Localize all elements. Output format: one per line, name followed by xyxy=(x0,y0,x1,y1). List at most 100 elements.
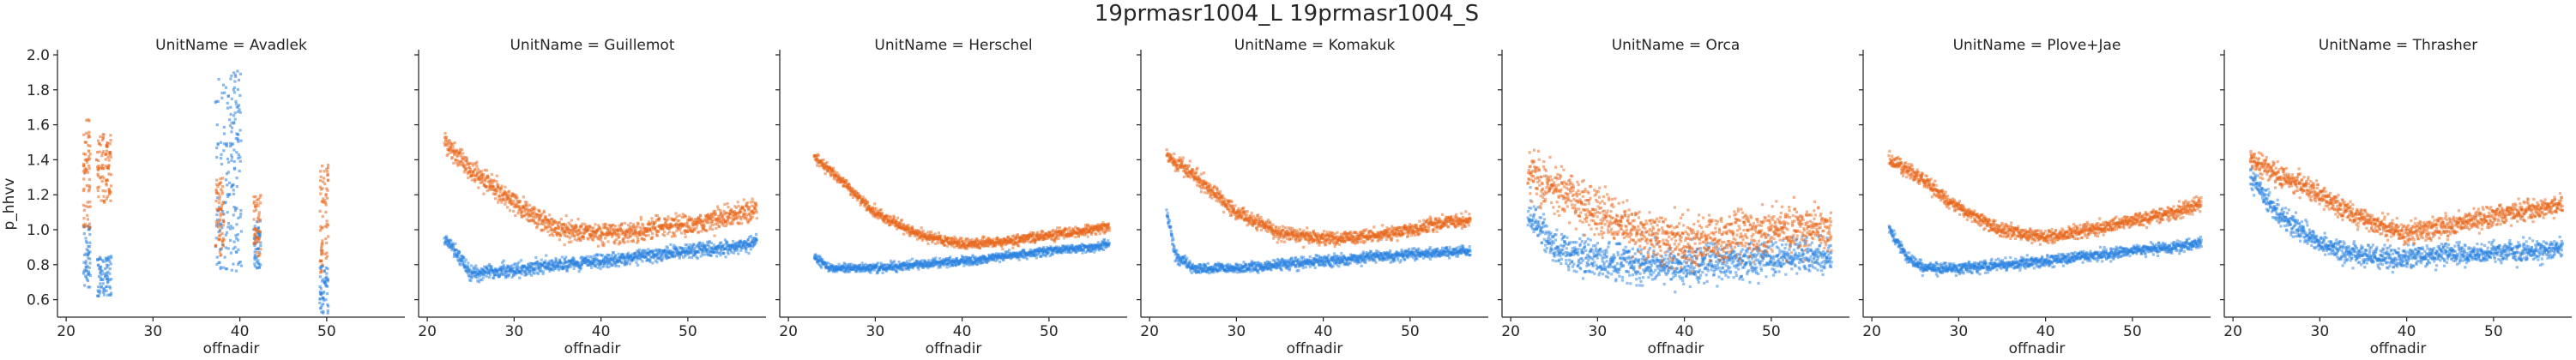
blue-series-point xyxy=(848,270,852,273)
orange-series-point xyxy=(601,223,605,226)
blue-series-point xyxy=(682,247,685,250)
blue-series-point xyxy=(551,261,554,264)
blue-series-point xyxy=(536,260,540,263)
blue-series-point xyxy=(226,231,229,234)
blue-series-point xyxy=(614,264,618,268)
blue-series-point xyxy=(973,261,976,266)
blue-series-point xyxy=(848,262,852,266)
orange-series-point xyxy=(705,230,709,233)
blue-series-point xyxy=(84,265,87,268)
orange-series-point xyxy=(109,153,112,156)
blue-series-point xyxy=(1024,255,1028,259)
orange-series-point xyxy=(533,211,536,214)
blue-series-point xyxy=(227,160,231,164)
orange-series-point xyxy=(515,194,518,197)
orange-series-point xyxy=(490,172,493,177)
orange-series-point xyxy=(325,187,329,190)
orange-series-point xyxy=(101,133,105,136)
orange-series-point xyxy=(468,170,472,173)
orange-series-point xyxy=(256,237,259,241)
orange-series-point xyxy=(602,233,606,237)
blue-series-point xyxy=(514,262,517,266)
blue-series-point xyxy=(625,261,629,265)
blue-series-point xyxy=(454,242,457,245)
blue-series-point xyxy=(87,245,91,249)
orange-series-point xyxy=(97,185,100,189)
x-tick-label: 40 xyxy=(231,323,250,340)
orange-series-point xyxy=(474,167,477,171)
orange-series-point xyxy=(477,186,480,189)
blue-series-point xyxy=(232,71,236,75)
orange-series-point xyxy=(87,155,91,159)
blue-series-point xyxy=(222,142,226,146)
orange-series-point xyxy=(106,149,109,153)
blue-series-point xyxy=(108,267,112,271)
orange-series-point xyxy=(636,231,639,234)
orange-series-point xyxy=(480,179,484,183)
orange-series-point xyxy=(715,219,719,223)
orange-series-point xyxy=(86,201,89,204)
orange-series-point xyxy=(713,211,716,214)
orange-series-point xyxy=(720,211,723,214)
orange-series-point xyxy=(663,230,667,233)
blue-series-point xyxy=(516,267,520,272)
orange-series-point xyxy=(713,234,716,237)
blue-series-point xyxy=(927,261,931,264)
orange-series-point xyxy=(96,167,100,171)
orange-series-point xyxy=(327,164,330,167)
blue-series-point xyxy=(444,235,449,238)
orange-series-point xyxy=(516,202,519,206)
blue-series-point xyxy=(219,267,222,270)
blue-series-point xyxy=(544,259,547,262)
blue-series-point xyxy=(238,260,242,264)
orange-series-point xyxy=(617,232,621,236)
blue-series-point xyxy=(844,268,848,272)
blue-series-point xyxy=(551,259,554,262)
orange-series-point xyxy=(825,160,829,164)
orange-series-point xyxy=(454,153,457,156)
orange-series-point xyxy=(512,209,516,213)
orange-series-point xyxy=(658,216,661,219)
orange-series-point xyxy=(87,177,91,181)
blue-series-point xyxy=(222,125,226,129)
orange-series-point xyxy=(649,230,653,233)
orange-series-point xyxy=(253,242,256,245)
orange-series-point xyxy=(717,225,721,229)
orange-series-point xyxy=(221,201,225,204)
orange-series-point xyxy=(491,182,494,185)
blue-series-point xyxy=(584,261,588,265)
blue-series-point xyxy=(536,272,540,275)
orange-series-point xyxy=(479,170,482,173)
blue-series-point xyxy=(594,265,597,268)
orange-series-point xyxy=(733,217,737,220)
blue-series-point xyxy=(664,250,667,254)
orange-series-point xyxy=(627,233,630,237)
orange-series-point xyxy=(859,195,862,198)
blue-series-point xyxy=(922,266,926,269)
orange-series-point xyxy=(253,232,256,236)
blue-series-point xyxy=(677,249,680,253)
orange-series-point xyxy=(597,224,600,227)
orange-series-point xyxy=(497,185,500,189)
blue-series-point xyxy=(814,255,818,258)
blue-series-point xyxy=(588,255,591,258)
blue-series-point xyxy=(683,253,686,256)
blue-series-point xyxy=(226,183,229,187)
blue-series-point xyxy=(919,260,922,263)
orange-series-point xyxy=(745,218,749,221)
blue-series-point xyxy=(510,275,514,279)
blue-series-point xyxy=(466,272,469,275)
blue-series-point xyxy=(926,267,930,270)
orange-series-point xyxy=(673,234,677,238)
blue-series-point xyxy=(697,245,701,249)
blue-series-point xyxy=(99,278,102,282)
blue-series-point xyxy=(224,233,227,237)
blue-series-point xyxy=(322,291,325,295)
blue-series-point xyxy=(954,264,958,267)
orange-series-point xyxy=(325,225,329,229)
orange-series-point xyxy=(725,211,729,214)
orange-series-point xyxy=(577,229,581,232)
blue-series-point xyxy=(680,246,684,250)
blue-series-point xyxy=(636,256,640,260)
orange-series-point xyxy=(512,201,516,206)
